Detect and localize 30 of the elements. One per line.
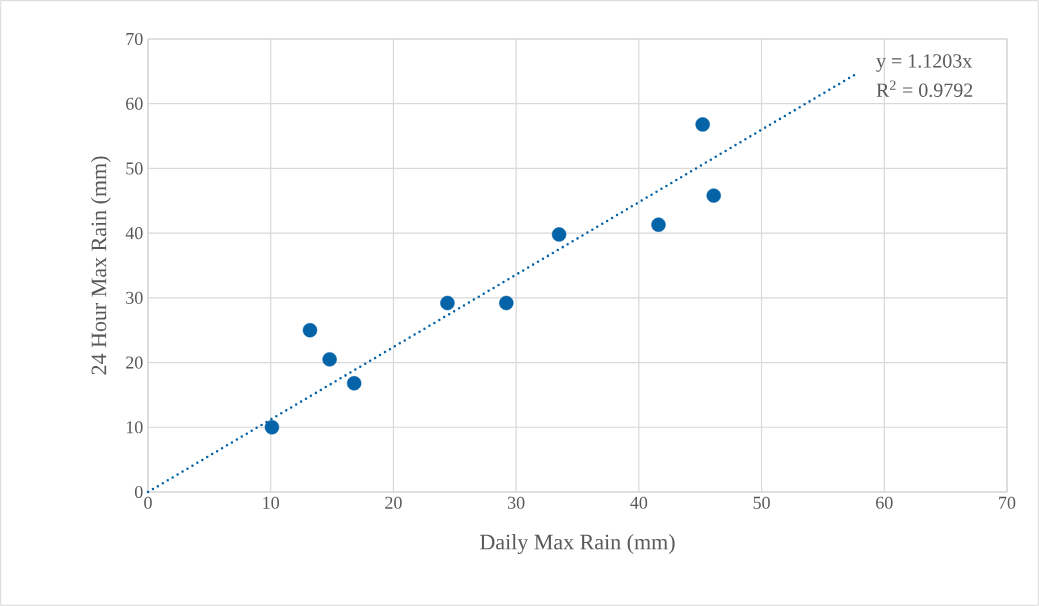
x-tick-label: 10 [263, 496, 280, 509]
x-tick-label: 0 [144, 496, 152, 509]
point [551, 227, 567, 242]
y-axis-title: 24 Hour Max Rain (mm) [90, 156, 111, 375]
point [651, 217, 666, 232]
point [322, 352, 337, 367]
y-tick-label: 40 [125, 227, 143, 240]
y-tick-label: 30 [126, 291, 143, 304]
annotation: y = 1.1203x [876, 54, 973, 72]
x-tick-label: 50 [753, 496, 770, 509]
x-tick-label: 30 [508, 496, 525, 509]
point [440, 295, 455, 311]
y-tick-label: 70 [126, 32, 143, 46]
point [264, 420, 280, 435]
point [695, 117, 710, 132]
y-tick-label: 10 [126, 421, 143, 434]
point [706, 188, 721, 203]
y-tick-label: 20 [126, 356, 143, 369]
x-axis-title: Daily Max Rain (mm) [480, 534, 675, 555]
x-tick-label: 70 [999, 496, 1016, 509]
x-tick-label: 60 [876, 496, 893, 509]
y-tick-label: 60 [126, 97, 143, 110]
point [346, 376, 362, 391]
x-tick-label: 20 [385, 496, 402, 509]
point [302, 323, 318, 338]
y-tick-label: 0 [134, 485, 143, 499]
annotation: R$^{2}$ = 0.9792 [876, 80, 973, 98]
point [499, 295, 514, 311]
y-tick-label: 50 [126, 162, 143, 175]
x-tick-label: 40 [630, 496, 648, 509]
